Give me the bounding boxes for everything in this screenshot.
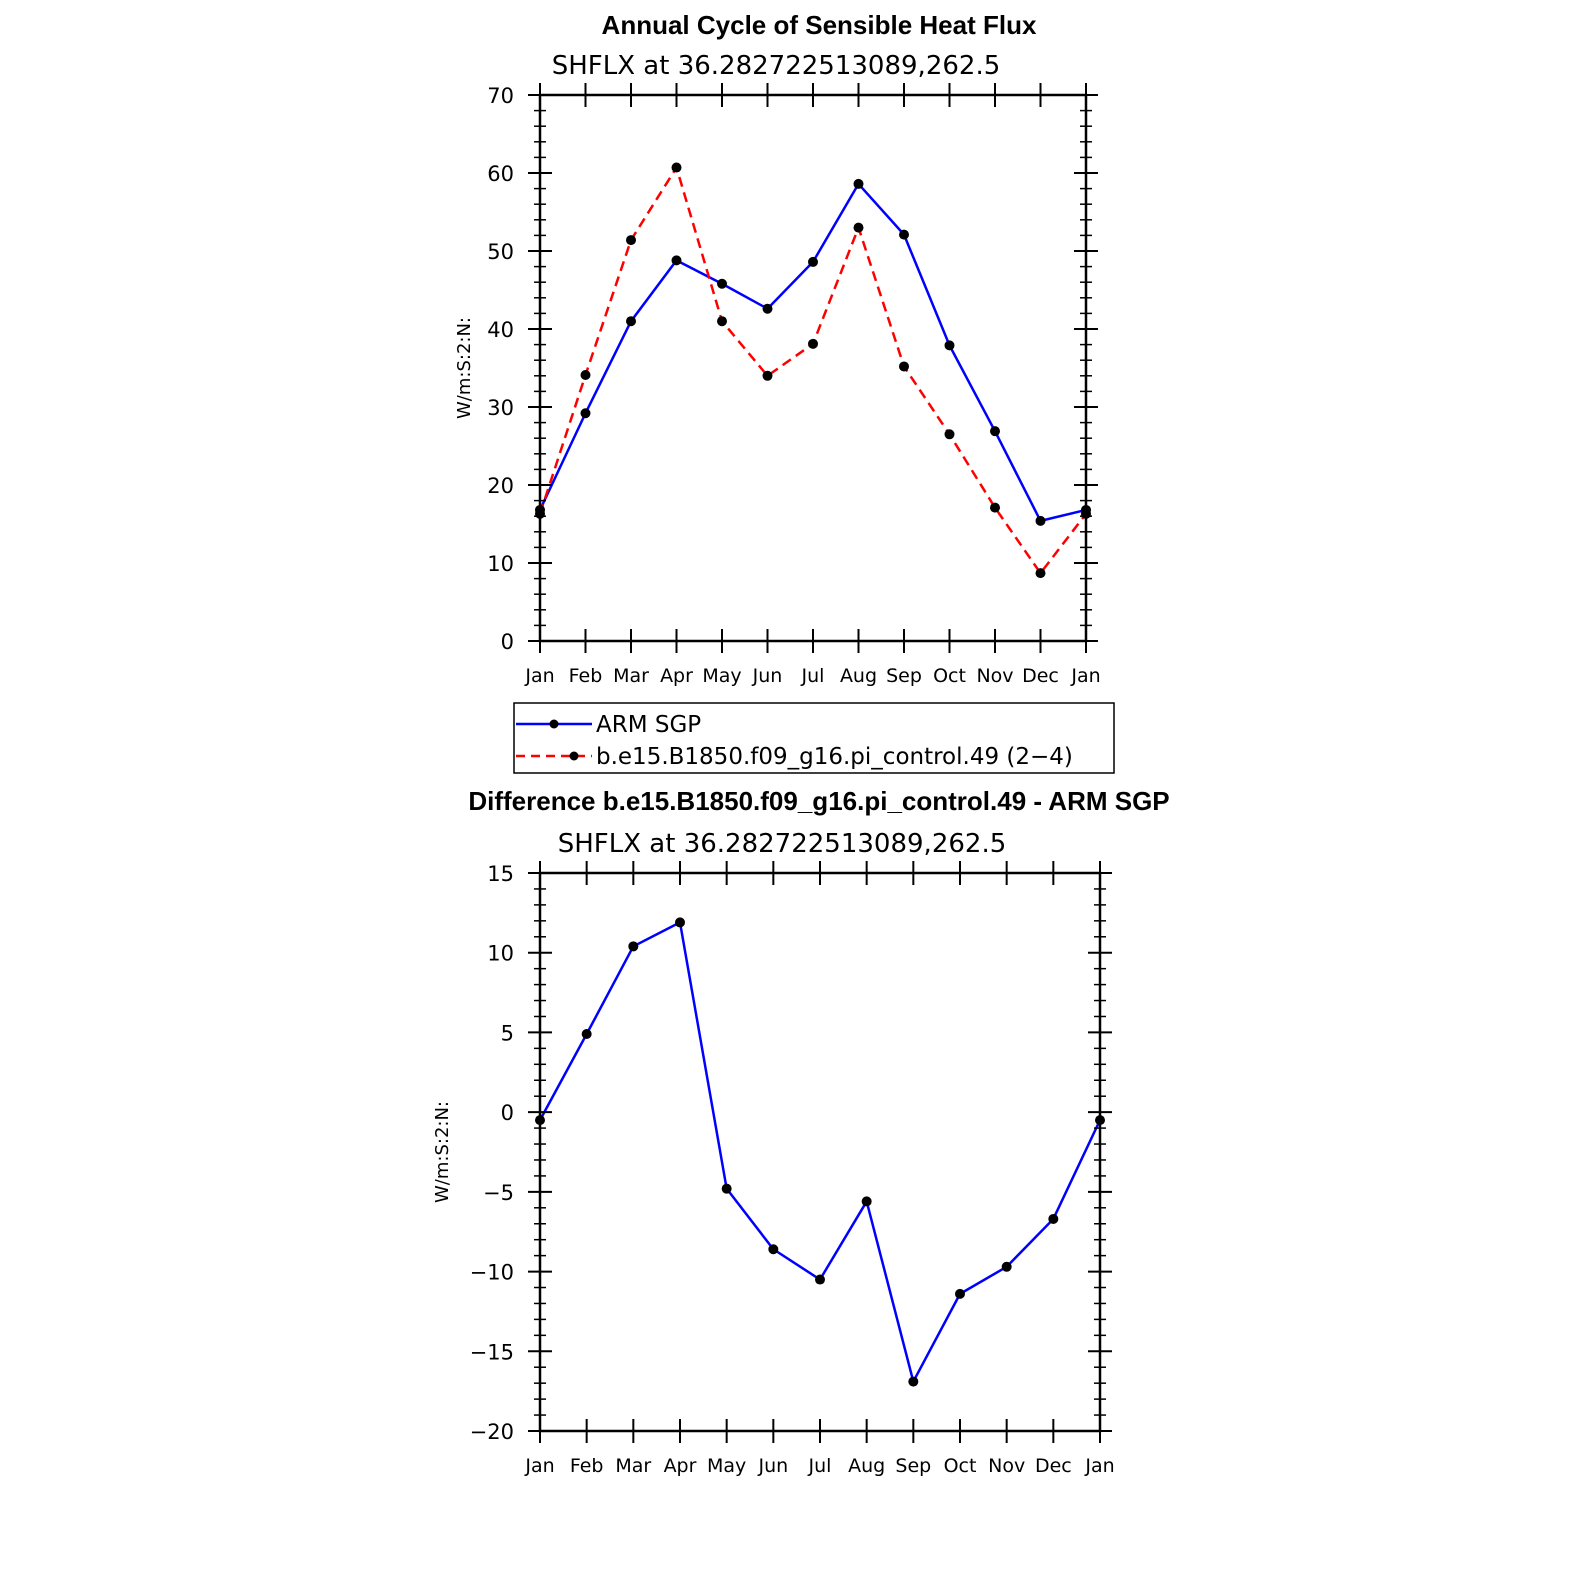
legend-arm-sgp-marker — [549, 719, 559, 729]
panel-2-y-tick-label: −15 — [470, 1340, 514, 1364]
panel-2-series-1-point — [1048, 1213, 1059, 1224]
panel-2-x-tick-label: Oct — [944, 1455, 977, 1477]
panel-2-series-1-point — [768, 1244, 779, 1255]
panel-1-x-tick-label: Oct — [933, 665, 966, 687]
panel-1-series-1-point — [853, 178, 864, 189]
panel-2-x-tick-label: Jun — [757, 1455, 788, 1477]
annual-cycle-panel: Annual Cycle of Sensible Heat Flux SHFLX… — [454, 10, 1101, 687]
panel-2-x-tick-label: Apr — [664, 1455, 697, 1477]
panel-1-x-tick-label: Jan — [1070, 665, 1100, 687]
panel-2-x-tick-label: Jan — [524, 1455, 554, 1477]
panel-2-plot-frame — [538, 871, 1102, 1433]
panel-1-series-1-point — [1035, 515, 1046, 526]
panel-1-series-2-point — [990, 502, 1000, 513]
panel-2-y-tick-label: 5 — [501, 1021, 514, 1045]
panel-1-subtitle: SHFLX at 36.282722513089,262.5 — [552, 51, 1001, 81]
panel-2-x-tick-label: May — [707, 1455, 746, 1477]
panel-2-series-1-point — [955, 1288, 965, 1299]
panel-2-series-1-point — [721, 1183, 732, 1194]
panel-2-series-1-point — [1001, 1261, 1012, 1272]
legend-model-label: b.e15.B1850.f09_g16.pi_control.49 (2−4) — [596, 744, 1073, 770]
panel-2-y-tick-label: −20 — [470, 1420, 514, 1444]
panel-1-y-tick-label: 70 — [487, 84, 514, 108]
panel-1-series-1-point — [762, 303, 773, 314]
panel-2-x-tick-label: Jul — [808, 1455, 832, 1477]
panel-1-series-2-point — [717, 316, 727, 327]
panel-2-y-tick-label: 10 — [487, 942, 514, 966]
panel-2-x-tick-label: Feb — [570, 1455, 604, 1477]
panel-1-x-tick-label: Sep — [886, 665, 922, 687]
panel-1-series-2-point — [762, 370, 773, 381]
panel-1-series-1-point — [717, 278, 727, 289]
panel-2-series-1-point — [861, 1196, 872, 1207]
panel-1-x-tick-label: Jul — [801, 665, 825, 687]
legend-model-marker — [569, 751, 579, 761]
panel-2-y-axis-label: W/m:S:2:N: — [432, 1101, 453, 1203]
panel-1-x-tick-label: Jan — [524, 665, 554, 687]
panel-1-y-tick-label: 30 — [487, 396, 514, 420]
panel-1-y-axis-label: W/m:S:2:N: — [454, 317, 475, 419]
panel-1-y-tick-label: 0 — [501, 630, 514, 654]
panel-1-x-tick-label: Feb — [569, 665, 603, 687]
panel-2-subtitle: SHFLX at 36.282722513089,262.5 — [558, 829, 1007, 859]
panel-1-x-tick-label: Aug — [840, 665, 877, 687]
panel-1-series-1-point — [808, 256, 818, 267]
difference-panel: Difference b.e15.B1850.f09_g16.pi_contro… — [432, 786, 1170, 1477]
panel-2-series-1-point — [675, 917, 685, 928]
panel-1-series-2-point — [899, 361, 909, 372]
panel-1-y-tick-label: 50 — [487, 240, 514, 264]
panel-1-series-1-point — [990, 426, 1000, 437]
panel-1-series-1-point — [580, 408, 591, 419]
panel-1-plot-frame — [538, 93, 1088, 643]
panel-2-x-tick-label: Nov — [988, 1455, 1025, 1477]
panel-2-y-tick-label: 0 — [501, 1101, 514, 1125]
panel-1-x-tick-label: Jun — [752, 665, 783, 687]
panel-2-x-tick-label: Mar — [615, 1455, 651, 1477]
panel-1-x-tick-label: May — [702, 665, 741, 687]
panel-1-series-2-point — [580, 370, 591, 381]
panel-1-series-1-point — [671, 255, 682, 266]
panel-2-x-tick-label: Sep — [895, 1455, 931, 1477]
panel-1-title: Annual Cycle of Sensible Heat Flux — [602, 10, 1037, 40]
panel-1-y-tick-label: 40 — [487, 318, 514, 342]
legend-arm-sgp-label: ARM SGP — [596, 712, 701, 738]
panel-2-y-tick-label: −10 — [470, 1261, 514, 1285]
panel-1-series-1-point — [626, 316, 636, 327]
panel-2-series-1-line — [538, 921, 1102, 1383]
panel-1-series-2-line — [538, 166, 1087, 575]
panel-2-x-tick-label: Aug — [848, 1455, 885, 1477]
panel-1-y-tick-label: 60 — [487, 162, 514, 186]
panel-1-series-2-point — [626, 235, 636, 246]
panel-1-series-2-point — [808, 338, 818, 349]
panel-1-series-2-point — [944, 429, 955, 440]
panel-2-x-tick-label: Jan — [1084, 1455, 1114, 1477]
panel-1-x-tick-label: Dec — [1022, 665, 1059, 687]
panel-1-series-2-point — [1035, 568, 1046, 579]
panel-2-series-1-point — [628, 941, 639, 952]
panel-1-series-2-point — [853, 222, 864, 233]
panel-1-series-1-point — [899, 229, 909, 240]
legend: ARM SGP b.e15.B1850.f09_g16.pi_control.4… — [513, 702, 1115, 774]
panel-1-x-tick-label: Nov — [976, 665, 1013, 687]
panel-1-series-1-point — [944, 340, 955, 351]
legend-box — [513, 702, 1115, 774]
panel-2-series-1-point — [908, 1376, 919, 1387]
panel-1-x-tick-label: Mar — [613, 665, 649, 687]
panel-2-series-1-point — [815, 1274, 825, 1285]
panel-2-series-1-point — [581, 1029, 592, 1040]
panel-1-y-tick-label: 20 — [487, 474, 514, 498]
panel-1-x-tick-label: Apr — [660, 665, 693, 687]
panel-1-series-2-point — [671, 162, 682, 173]
panel-1-y-tick-label: 10 — [487, 552, 514, 576]
panel-2-y-tick-label: 15 — [487, 862, 514, 886]
panel-1-series-1-line — [538, 182, 1087, 523]
panel-2-title: Difference b.e15.B1850.f09_g16.pi_contro… — [468, 786, 1169, 816]
panel-2-y-tick-label: −5 — [483, 1181, 514, 1205]
panel-2-x-tick-label: Dec — [1035, 1455, 1072, 1477]
